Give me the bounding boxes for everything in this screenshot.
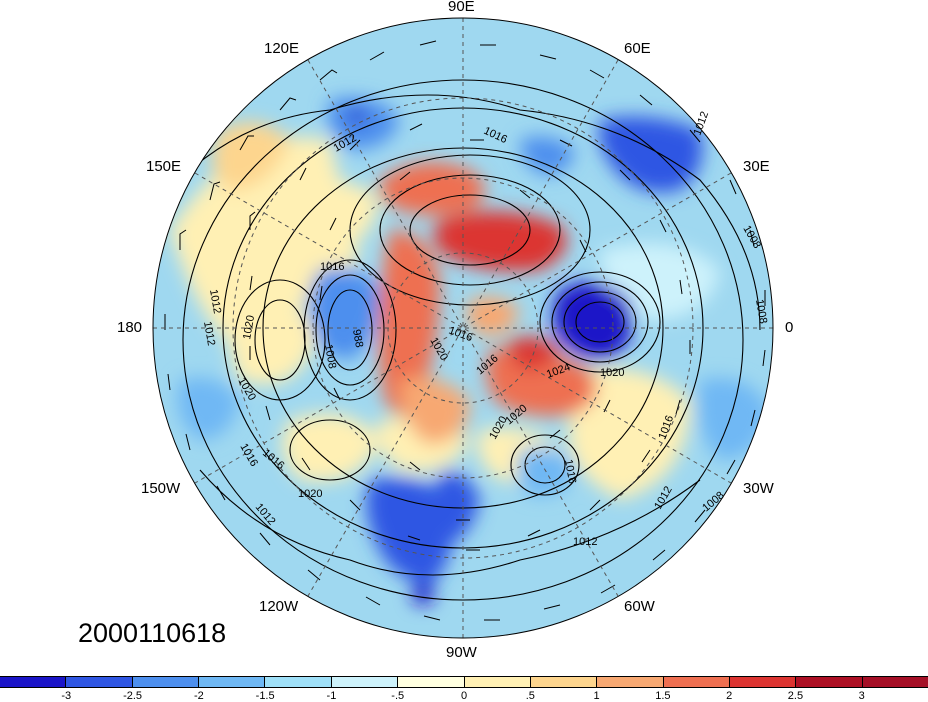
- colorbar-swatch: [596, 677, 663, 687]
- anomaly-field: [153, 18, 773, 638]
- colorbar-swatch: [662, 677, 729, 687]
- colorbar-tick-label: -3: [61, 690, 72, 702]
- longitude-label-90e: 90E: [448, 0, 475, 15]
- colorbar-swatch: [0, 677, 66, 687]
- map-boundary: [152, 17, 774, 639]
- colorbar-swatch: [198, 677, 265, 687]
- colorbar-tick-label: -.5: [391, 690, 405, 702]
- isobar-label: 1012: [692, 110, 712, 137]
- colorbar-tick-label: -2: [193, 690, 204, 702]
- colorbar-swatch: [330, 677, 398, 687]
- isobar-label: 988: [350, 328, 365, 348]
- timestamp-label: 2000110618: [78, 618, 227, 648]
- colorbar-swatch: [529, 677, 597, 687]
- longitude-label-0: 0: [785, 319, 794, 336]
- longitude-label-120e: 120E: [264, 40, 300, 57]
- isobar-label: 1012: [201, 320, 217, 346]
- colorbar-swatch: [65, 677, 132, 687]
- colorbar-tick-label: 2.5: [787, 690, 804, 702]
- longitude-label-30w: 30W: [743, 480, 774, 497]
- longitude-label-150w: 150W: [141, 480, 181, 497]
- colorbar-swatch: [463, 677, 530, 687]
- isobar-label: 1012: [207, 288, 223, 314]
- colorbar: [0, 676, 928, 688]
- colorbar-swatch: [397, 677, 464, 687]
- isobar-label: 1020: [241, 314, 257, 340]
- isobar-label: 1008: [322, 343, 338, 369]
- colorbar-swatch: [264, 677, 331, 687]
- isobar-label: 1020: [298, 488, 322, 500]
- wind-barbs: [164, 40, 766, 621]
- longitude-label-150e: 150E: [146, 158, 182, 175]
- colorbar-tick-label: 2: [726, 690, 733, 702]
- longitude-label-60w: 60W: [624, 598, 655, 615]
- isobar-label: 1020: [600, 367, 624, 379]
- longitude-label-90w: 90W: [446, 644, 477, 661]
- colorbar-tick-label: 3: [858, 690, 865, 702]
- colorbar-swatch: [131, 677, 199, 687]
- isobar-label: 1016: [562, 458, 578, 484]
- colorbar-tick-label: 0: [460, 690, 468, 702]
- graticule: [153, 18, 773, 638]
- longitude-label-180: 180: [117, 319, 143, 336]
- colorbar-tick-label: -1.5: [255, 690, 275, 702]
- colorbar-tick-label: -2.5: [123, 690, 143, 702]
- longitude-label-60e: 60E: [624, 40, 651, 57]
- colorbar-swatch: [795, 677, 862, 687]
- colorbar-swatch: [728, 677, 796, 687]
- longitude-label-30e: 30E: [743, 158, 770, 175]
- isobar-label: 1008: [753, 298, 769, 324]
- isobar-label: 1012: [573, 536, 597, 548]
- longitude-label-120w: 120W: [259, 598, 299, 615]
- colorbar-tick-label: 1.5: [655, 690, 671, 702]
- colorbar-swatch: [861, 677, 928, 687]
- colorbar-tick-label: -1: [326, 690, 337, 702]
- isobar-label: 1016: [320, 261, 344, 273]
- colorbar-tick-label: 1: [593, 690, 600, 702]
- colorbar-tick-label: .5: [525, 690, 535, 702]
